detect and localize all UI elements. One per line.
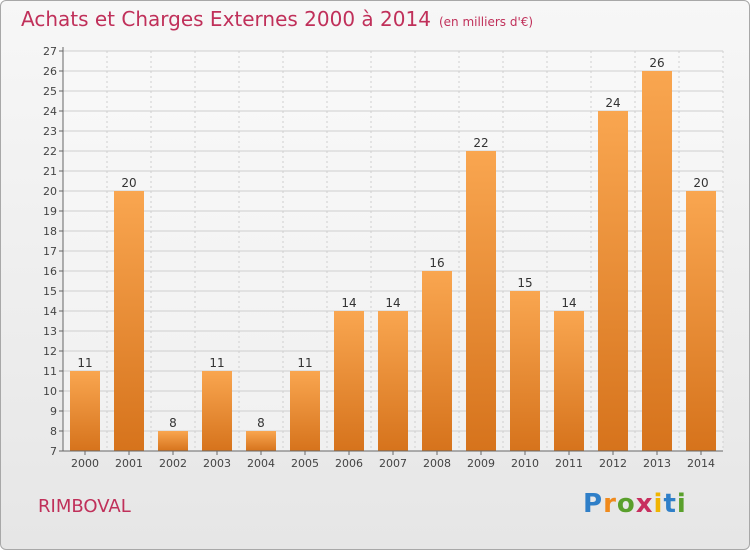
x-tick-label: 2003 <box>203 457 231 470</box>
bar <box>334 311 364 451</box>
logo-letter: o <box>616 489 636 519</box>
x-tick-label: 2000 <box>71 457 99 470</box>
data-label: 24 <box>605 96 620 110</box>
y-tick-label: 7 <box>50 445 57 458</box>
data-label: 8 <box>169 416 177 430</box>
data-label: 8 <box>257 416 265 430</box>
bar <box>554 311 584 451</box>
x-tick-label: 2012 <box>599 457 627 470</box>
bar <box>466 151 496 451</box>
data-label: 16 <box>429 256 444 270</box>
y-tick-label: 9 <box>50 405 57 418</box>
y-tick-label: 10 <box>43 385 57 398</box>
x-tick-label: 2004 <box>247 457 275 470</box>
logo-letter: P <box>583 489 604 519</box>
bar <box>642 71 672 451</box>
y-tick-label: 22 <box>43 145 57 158</box>
bar <box>422 271 452 451</box>
bar <box>686 191 716 451</box>
y-tick-label: 16 <box>43 265 57 278</box>
chart-title-block: Achats et Charges Externes 2000 à 2014 (e… <box>21 7 533 31</box>
x-tick-label: 2010 <box>511 457 539 470</box>
y-tick-label: 17 <box>43 245 57 258</box>
data-label: 26 <box>649 56 664 70</box>
bar <box>114 191 144 451</box>
data-label: 14 <box>561 296 576 310</box>
logo-letter: t <box>663 489 677 519</box>
x-tick-label: 2002 <box>159 457 187 470</box>
data-label: 15 <box>517 276 532 290</box>
y-tick-label: 11 <box>43 365 57 378</box>
data-label: 22 <box>473 136 488 150</box>
x-tick-label: 2009 <box>467 457 495 470</box>
x-tick-label: 2006 <box>335 457 363 470</box>
bar <box>290 371 320 451</box>
data-label: 14 <box>341 296 356 310</box>
y-tick-label: 23 <box>43 125 57 138</box>
x-tick-label: 2001 <box>115 457 143 470</box>
x-tick-label: 2014 <box>687 457 715 470</box>
x-tick-label: 2008 <box>423 457 451 470</box>
y-tick-label: 13 <box>43 325 57 338</box>
y-tick-label: 27 <box>43 45 57 58</box>
data-label: 20 <box>121 176 136 190</box>
bar <box>202 371 232 451</box>
x-tick-label: 2007 <box>379 457 407 470</box>
axis-layer: 7 8 9 10 11 12 13 14 15 16 17 18 19 20 21 22 23 24 25 26 27 2… <box>43 45 723 470</box>
bar <box>158 431 188 451</box>
proxiti-logo: Proxiti <box>583 489 687 519</box>
data-label: 11 <box>209 356 224 370</box>
logo-letter: x <box>635 489 654 519</box>
y-tick-label: 21 <box>43 165 57 178</box>
logo-letter: r <box>603 489 617 519</box>
bar <box>598 111 628 451</box>
data-label: 20 <box>693 176 708 190</box>
data-label: 11 <box>77 356 92 370</box>
data-label: 14 <box>385 296 400 310</box>
y-tick-label: 14 <box>43 305 57 318</box>
y-tick-label: 25 <box>43 85 57 98</box>
y-tick-label: 15 <box>43 285 57 298</box>
town-name: RIMBOVAL <box>38 496 131 517</box>
y-tick-label: 12 <box>43 345 57 358</box>
y-tick-label: 24 <box>43 105 57 118</box>
y-tick-label: 18 <box>43 225 57 238</box>
logo-letter: i <box>676 489 687 519</box>
y-tick-label: 26 <box>43 65 57 78</box>
y-tick-label: 19 <box>43 205 57 218</box>
bar <box>510 291 540 451</box>
y-tick-label: 20 <box>43 185 57 198</box>
bar-layer: 11 20 8 11 8 11 14 14 16 22 15 14 24 26 20 <box>70 56 716 451</box>
y-tick-label: 8 <box>50 425 57 438</box>
bar <box>70 371 100 451</box>
x-tick-label: 2005 <box>291 457 319 470</box>
x-tick-label: 2011 <box>555 457 583 470</box>
x-tick-label: 2013 <box>643 457 671 470</box>
bar <box>378 311 408 451</box>
data-label: 11 <box>297 356 312 370</box>
chart-title: Achats et Charges Externes 2000 à 2014 <box>21 7 431 31</box>
chart-subtitle: (en milliers d'€) <box>438 15 534 29</box>
logo-letter: i <box>653 489 664 519</box>
bar <box>246 431 276 451</box>
